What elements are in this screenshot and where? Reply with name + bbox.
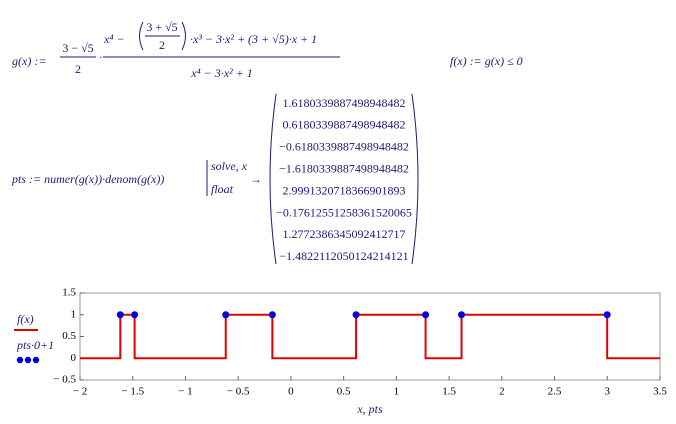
point <box>458 311 466 319</box>
pts-lhs: pts := numer(g(x))·denom(g(x)) <box>11 172 164 186</box>
result-value: 1.6180339887498948482 <box>283 96 406 110</box>
x-tick-label: 3.5 <box>653 386 667 398</box>
x-tick-label: 1.5 <box>442 386 456 398</box>
point <box>352 311 360 319</box>
x-axis-label: x, pts <box>356 402 383 416</box>
result-value: −1.4822112050124214121 <box>279 249 408 263</box>
f-def: f(x) := g(x) ≤ 0 <box>450 54 523 68</box>
point <box>422 311 430 319</box>
point <box>222 311 230 319</box>
x-tick-label: 2.5 <box>548 386 562 398</box>
result-value: 1.2772386345092412717 <box>283 227 406 241</box>
x-tick-label: 0 <box>288 386 294 398</box>
x-tick-label: − 1.5 <box>121 386 144 398</box>
num-end: ·x³ − 3·x² + (3 + √5)·x + 1 <box>190 32 317 46</box>
matrix-paren <box>411 93 419 265</box>
paren <box>139 21 144 51</box>
chart: − 0.5 0 0.5 1 1.5 − 2 − 1.5 − 1 − 0.5 0 0.5 1 1.5 2 2.… <box>14 287 667 398</box>
point <box>116 311 124 319</box>
x-tick-label: 0.5 <box>337 386 351 398</box>
inner-num: 3 + √5 <box>146 20 177 34</box>
num-start: x⁴ − <box>103 32 125 46</box>
results: 1.6180339887498948482 0.61803398874989484… <box>276 96 412 263</box>
legend-label: f(x) <box>17 312 34 326</box>
coef-num: 3 − √5 <box>62 41 93 55</box>
y-tick-label: 0 <box>71 352 77 364</box>
x-tick-label: 3 <box>605 386 611 398</box>
x-tick-label: 1 <box>394 386 400 398</box>
point <box>603 311 611 319</box>
matrix-paren <box>269 93 277 265</box>
result-value: 2.9991320718366901893 <box>283 183 406 197</box>
series-line <box>80 313 660 360</box>
result-value: −0.6180339887498948482 <box>279 140 409 154</box>
inner-den: 2 <box>159 38 165 52</box>
legend-marker <box>32 356 40 364</box>
result-value: 0.6180339887498948482 <box>283 118 406 132</box>
x-tick-label: − 0.5 <box>227 386 250 398</box>
den: x⁴ − 3·x² + 1 <box>190 66 253 80</box>
legend-marker <box>16 356 24 364</box>
plot-frame <box>79 292 661 381</box>
y-tick-label: 0.5 <box>62 330 76 342</box>
x-tick-label: − 2 <box>73 386 87 398</box>
y-tick-label: 1 <box>71 308 77 320</box>
legend-label: pts·0+1 <box>16 338 54 352</box>
keyword: solve, x <box>211 159 248 173</box>
point <box>131 311 139 319</box>
y-tick-label: − 0.5 <box>53 374 76 386</box>
x-tick-label: 2 <box>499 386 505 398</box>
result-value: −1.6180339887498948482 <box>279 161 409 175</box>
legend-marker <box>24 356 32 364</box>
dot: · <box>99 50 103 64</box>
arrow: → <box>250 172 262 186</box>
x-tick-label: − 1 <box>178 386 192 398</box>
paren <box>181 21 186 51</box>
keyword: float <box>211 182 234 196</box>
y-tick-label: 1.5 <box>62 287 76 299</box>
g-lhs: g(x) := <box>12 54 46 68</box>
point <box>268 311 276 319</box>
result-value: −0.17612551258361520065 <box>276 205 412 219</box>
coef-den: 2 <box>75 62 81 76</box>
